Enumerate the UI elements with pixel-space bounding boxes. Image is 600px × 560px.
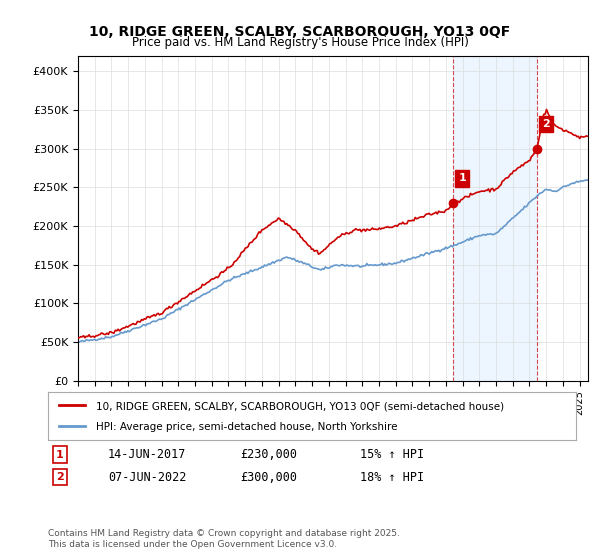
Text: HPI: Average price, semi-detached house, North Yorkshire: HPI: Average price, semi-detached house,… (95, 422, 397, 432)
Text: 14-JUN-2017: 14-JUN-2017 (108, 448, 187, 461)
Text: £300,000: £300,000 (240, 470, 297, 484)
Text: 15% ↑ HPI: 15% ↑ HPI (360, 448, 424, 461)
Text: 1: 1 (56, 450, 64, 460)
Text: Price paid vs. HM Land Registry's House Price Index (HPI): Price paid vs. HM Land Registry's House … (131, 36, 469, 49)
Text: 10, RIDGE GREEN, SCALBY, SCARBOROUGH, YO13 0QF (semi-detached house): 10, RIDGE GREEN, SCALBY, SCARBOROUGH, YO… (95, 402, 503, 411)
Text: 2: 2 (56, 472, 64, 482)
Text: 10, RIDGE GREEN, SCALBY, SCARBOROUGH, YO13 0QF: 10, RIDGE GREEN, SCALBY, SCARBOROUGH, YO… (89, 25, 511, 39)
Text: 2: 2 (542, 119, 550, 129)
Text: 07-JUN-2022: 07-JUN-2022 (108, 470, 187, 484)
Text: Contains HM Land Registry data © Crown copyright and database right 2025.
This d: Contains HM Land Registry data © Crown c… (48, 529, 400, 549)
Bar (454, 56, 537, 381)
Text: 18% ↑ HPI: 18% ↑ HPI (360, 470, 424, 484)
Text: £230,000: £230,000 (240, 448, 297, 461)
Text: 1: 1 (458, 173, 466, 183)
